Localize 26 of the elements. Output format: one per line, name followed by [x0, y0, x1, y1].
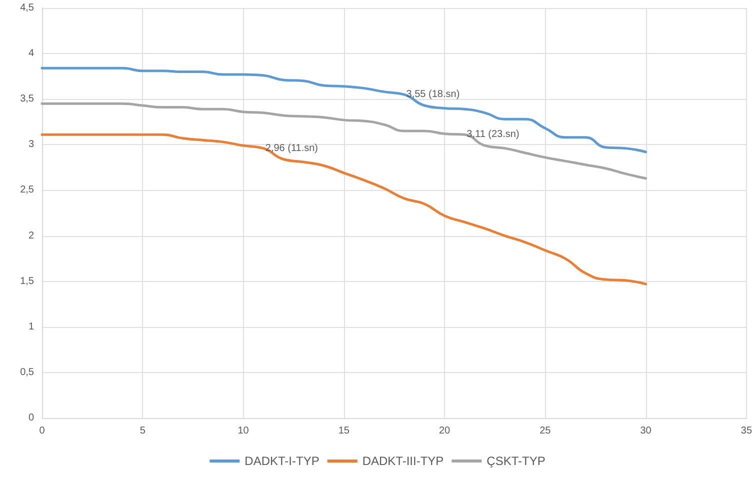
- y-tick-label: 4,5: [20, 2, 34, 14]
- y-tick-label: 3,5: [20, 94, 34, 105]
- x-tick-label: 10: [238, 426, 250, 436]
- y-tick-label: 2: [28, 230, 34, 242]
- annotation: 3,55 (18.sn): [406, 89, 460, 100]
- line-series: [40, 66, 648, 154]
- y-tick-label: 1,5: [20, 276, 34, 287]
- y-tick-label: 2,5: [20, 184, 34, 196]
- y-tick-label: 4: [28, 48, 34, 60]
- annotation: 3,11 (23.sn): [466, 129, 520, 140]
- x-tick-label: 30: [640, 426, 652, 436]
- x-tick-label: 25: [540, 426, 552, 436]
- legend-label: DADKT-III-TYP: [362, 454, 444, 468]
- x-tick-label: 0: [39, 426, 46, 436]
- x-tick-label: 5: [140, 426, 146, 436]
- y-tick-label: 1: [28, 321, 34, 332]
- line-series: [40, 102, 648, 180]
- y-tick-label: 0: [28, 412, 34, 424]
- y-tick-label: 0,5: [20, 366, 34, 378]
- x-tick-label: 35: [740, 426, 752, 436]
- annotation: 2,96 (11.sn): [265, 142, 318, 154]
- legend-label: DADKT-I-TYP: [244, 454, 320, 468]
- legend-label: ÇSKT-TYP: [486, 454, 546, 468]
- y-tick-label: 3: [28, 139, 34, 150]
- x-tick-label: 20: [438, 426, 451, 436]
- x-tick-label: 15: [338, 426, 350, 436]
